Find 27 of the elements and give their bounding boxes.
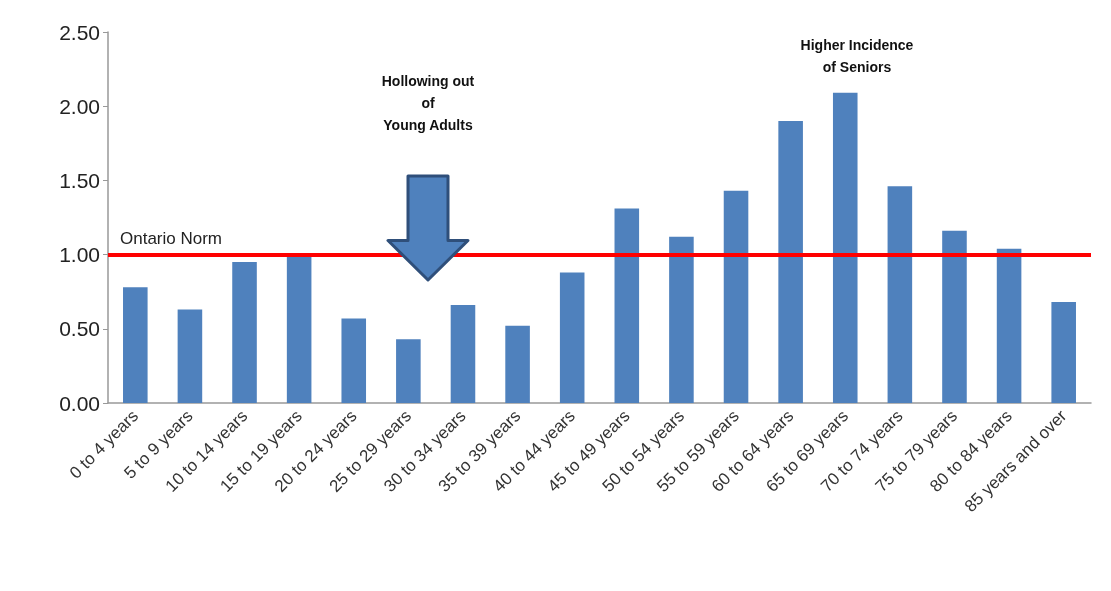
ref-line-label: Ontario Norm (120, 228, 223, 248)
bar (396, 339, 421, 403)
annotation: Higher Incidence of Seniors (800, 37, 914, 75)
bar (942, 230, 967, 403)
bar (1051, 302, 1076, 403)
bar (559, 272, 585, 403)
bar (232, 262, 257, 403)
y-tick-label: 1.00 (59, 243, 100, 267)
bar (996, 248, 1022, 403)
bar (778, 121, 803, 403)
bar (723, 190, 749, 403)
bar (123, 287, 148, 403)
annotation: Hollowing out of Young Adults (381, 73, 475, 133)
bar (450, 305, 476, 403)
bar (505, 325, 530, 403)
bar (286, 254, 312, 403)
bar (887, 186, 913, 403)
bar (614, 208, 640, 403)
y-tick-label: 2.50 (59, 20, 100, 44)
bar (832, 92, 858, 403)
bar (341, 318, 367, 403)
y-tick-label: 0.50 (59, 317, 100, 341)
y-tick-label: 2.00 (59, 94, 100, 118)
bar (669, 236, 694, 403)
y-tick-label: 1.50 (59, 168, 100, 192)
bar (177, 309, 203, 403)
y-tick-label: 0.00 (59, 391, 100, 415)
